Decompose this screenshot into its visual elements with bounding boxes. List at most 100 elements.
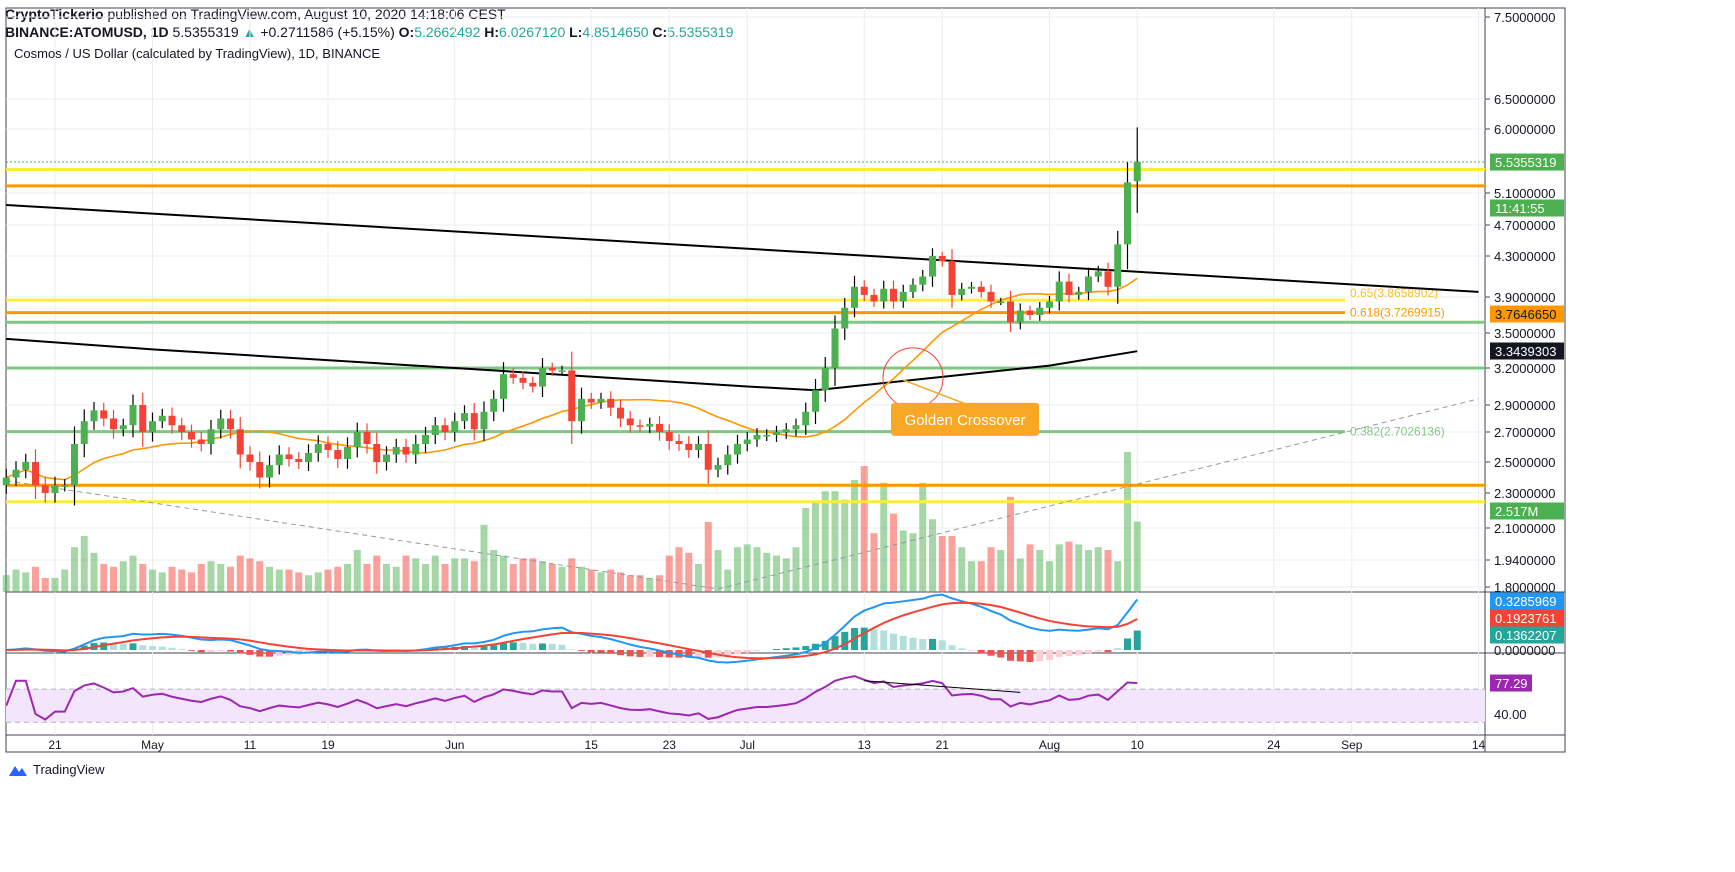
rsi-line (5, 675, 1138, 721)
fib-level-label: 0.618(3.7269915) (1350, 306, 1445, 320)
candle-body (217, 418, 225, 430)
close-value: 5.5355319 (667, 24, 734, 40)
volume-bar (285, 569, 293, 592)
candle-body (724, 454, 732, 466)
macd-histogram-bar (139, 645, 147, 650)
candle-body (773, 432, 780, 435)
candle-body (451, 421, 459, 432)
volume-bar (685, 552, 693, 592)
volume-bar (568, 558, 576, 592)
publisher-name[interactable]: CryptoTickerio (5, 6, 104, 22)
x-tick-label: Sep (1341, 738, 1363, 752)
macd-histogram-bar (1026, 650, 1034, 663)
candle-body (792, 425, 800, 430)
candle-body (129, 405, 137, 426)
rsi-band (6, 689, 1485, 723)
candle-body (2, 477, 10, 486)
macd-histogram-bar (578, 650, 585, 651)
candle-body (997, 301, 1005, 303)
volume-bar (1094, 547, 1102, 592)
volume-bar (129, 555, 137, 592)
candle-body (392, 447, 400, 455)
volume-bar (548, 564, 556, 592)
candle-body (812, 390, 819, 412)
price-tick-label: 3.9000000 (1494, 290, 1555, 305)
macd-histogram-bar (587, 650, 595, 653)
x-tick-label: 23 (663, 738, 677, 752)
volume-bar (500, 555, 507, 592)
macd-histogram-bar (948, 645, 956, 650)
candle-body (1094, 271, 1102, 277)
tradingview-logo[interactable]: TradingView (8, 762, 105, 777)
price-tick-label: 6.5000000 (1494, 92, 1555, 107)
volume-bar (763, 552, 771, 592)
candle-body (61, 485, 69, 487)
macd-histogram-bar (1085, 650, 1092, 654)
candle-body (188, 432, 195, 440)
volume-bar (305, 575, 312, 592)
macd-histogram-bar (607, 650, 615, 654)
volume-bar (100, 564, 108, 592)
candle-body (587, 398, 595, 403)
volume-bar (490, 550, 498, 592)
candle-body (1124, 182, 1131, 245)
x-tick-label: 15 (585, 738, 599, 752)
volume-bar (71, 547, 78, 592)
volume-bar (334, 566, 342, 592)
x-tick-label: 19 (321, 738, 335, 752)
macd-histogram-bar (158, 646, 166, 650)
macd-histogram-bar (870, 629, 878, 650)
volume-bar (227, 566, 234, 592)
volume-bar (938, 536, 946, 592)
candle-body (236, 429, 244, 455)
macd-histogram-bar (207, 650, 215, 653)
volume-bar (802, 508, 810, 592)
candle-body (275, 454, 283, 466)
macd-histogram-bar (695, 650, 702, 657)
volume-bar (412, 558, 420, 592)
volume-bar (12, 569, 20, 592)
macd-histogram-bar (129, 643, 137, 650)
price-axis-tag-bg (1490, 305, 1564, 323)
candle-body (646, 423, 654, 427)
price-tick-label: 3.2000000 (1494, 361, 1555, 376)
candle-body (168, 415, 176, 426)
volume-bar (149, 569, 156, 592)
candle-body (266, 465, 273, 478)
fib-level-label: 0.382(2.7026136) (1350, 425, 1445, 439)
volume-bar (119, 561, 127, 592)
close-label: C: (652, 24, 668, 40)
macd-histogram-bar (188, 650, 195, 651)
volume-bar (578, 566, 585, 592)
macd-histogram-bar (119, 643, 127, 650)
macd-histogram-bar (149, 646, 156, 650)
volume-bar (207, 561, 215, 592)
macd-histogram-bar (168, 647, 176, 650)
macd-histogram-bar (753, 650, 761, 652)
candle-body (22, 462, 30, 470)
macd-histogram-bar (724, 650, 732, 657)
price-tick-label: 4.3000000 (1494, 249, 1555, 264)
volume-bar (997, 550, 1005, 592)
volume-bar (841, 499, 849, 592)
macd-histogram-bar (987, 650, 995, 656)
macd-histogram-bar (929, 638, 936, 650)
macd-histogram-bar (236, 650, 244, 654)
volume-bar (704, 522, 712, 592)
candle-body (870, 294, 878, 302)
volume-bar (295, 572, 303, 592)
volume-bar (441, 564, 449, 592)
volume-bar (851, 480, 858, 592)
candle-body (110, 418, 117, 430)
candle-body (529, 382, 537, 387)
volume-bar (773, 555, 780, 592)
x-tick-label: 24 (1267, 738, 1281, 752)
candle-body (1065, 281, 1073, 295)
candle-body (1046, 301, 1053, 308)
volume-bar (646, 578, 654, 592)
candle-body (90, 410, 98, 422)
macd-histogram-bar (656, 650, 663, 658)
candle-body (470, 413, 478, 430)
macd-histogram-bar (743, 650, 751, 653)
